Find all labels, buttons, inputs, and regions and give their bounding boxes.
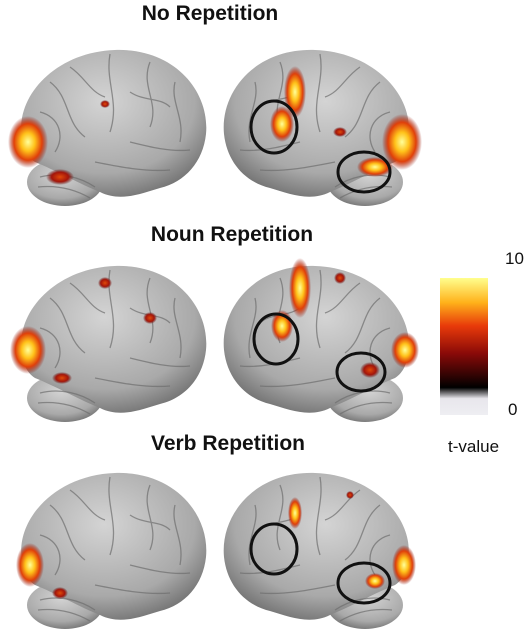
brain-right — [223, 258, 419, 423]
colorbar-label: t-value — [448, 437, 499, 456]
panel-title: Noun Repetition — [151, 223, 313, 246]
panel-title: Verb Repetition — [151, 432, 305, 455]
colorbar — [440, 278, 488, 415]
colorbar-min: 0 — [508, 400, 517, 419]
brain-right — [223, 49, 422, 207]
brain-left — [8, 49, 207, 207]
brain-right — [223, 472, 416, 630]
colorbar-max: 10 — [505, 249, 524, 268]
brain-left — [10, 265, 207, 423]
brain-left — [16, 472, 207, 630]
panel-title: No Repetition — [142, 2, 279, 25]
